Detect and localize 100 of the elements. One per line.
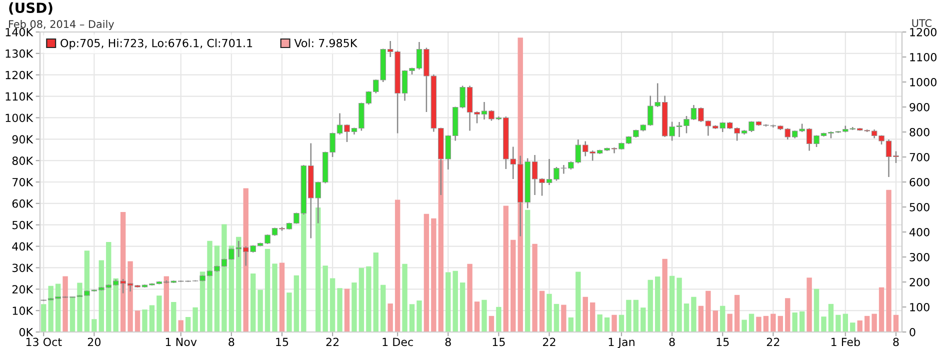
bar xyxy=(84,250,90,332)
bar xyxy=(394,200,400,332)
bar xyxy=(893,314,899,332)
bar xyxy=(243,188,248,332)
bar xyxy=(814,288,820,332)
bar xyxy=(554,304,560,332)
bar xyxy=(720,306,726,332)
bar xyxy=(55,284,61,332)
x-tick-label: 22 xyxy=(543,338,556,346)
x-tick-label: 15 xyxy=(492,338,505,346)
bar xyxy=(120,212,126,332)
bar xyxy=(655,276,660,332)
bar xyxy=(77,282,82,332)
bar xyxy=(604,317,610,332)
bar xyxy=(142,310,148,332)
y-tick-label: 40K xyxy=(12,242,34,251)
bar xyxy=(214,246,220,332)
bar xyxy=(264,248,270,332)
y-tick-label: 60K xyxy=(12,199,34,208)
bar xyxy=(294,275,300,332)
bar xyxy=(337,288,342,332)
bar xyxy=(806,278,812,332)
bar xyxy=(727,314,732,332)
y-tick-label: 130K xyxy=(6,49,34,58)
bar xyxy=(92,319,97,332)
bar xyxy=(156,296,162,332)
y2-tick-label: 300 xyxy=(910,252,930,262)
bar xyxy=(763,316,769,332)
bar xyxy=(582,296,588,332)
bar xyxy=(872,314,877,332)
bar xyxy=(62,276,68,332)
bar xyxy=(785,298,790,332)
y-tick-label: 120K xyxy=(6,70,34,80)
y2-tick-label: 600 xyxy=(910,178,930,186)
bar xyxy=(236,236,242,332)
bar xyxy=(698,306,704,332)
x-tick-label: 1 Feb xyxy=(832,338,860,346)
bar xyxy=(366,266,372,332)
x-tick-label: 15 xyxy=(716,338,729,346)
bar xyxy=(662,258,668,332)
bar xyxy=(836,314,841,332)
x-tick-label: 8 xyxy=(445,338,451,346)
bar xyxy=(496,306,502,332)
y2-tick-label: 700 xyxy=(910,152,930,162)
bar xyxy=(178,320,184,332)
bar xyxy=(171,302,176,332)
x-tick-label: 22 xyxy=(766,338,780,346)
bar xyxy=(676,278,682,332)
x-tick-label: 1 Dec xyxy=(382,338,413,346)
bar xyxy=(850,322,856,332)
bar xyxy=(878,287,884,332)
bar xyxy=(134,310,140,332)
bar xyxy=(488,316,494,332)
y2-tick-label: 500 xyxy=(910,202,930,212)
x-tick-label: 8 xyxy=(669,338,675,346)
bar xyxy=(799,311,805,332)
bar xyxy=(626,300,632,332)
bar xyxy=(648,280,653,332)
y-tick-label: 0K xyxy=(19,328,34,336)
bar xyxy=(597,314,602,332)
y-tick-label: 80K xyxy=(12,156,34,165)
bar xyxy=(748,314,754,332)
bar xyxy=(474,302,480,332)
bar xyxy=(322,266,328,332)
bar xyxy=(539,290,545,332)
y-tick-label: 90K xyxy=(12,135,34,144)
bar xyxy=(380,284,386,332)
x-tick-label: 22 xyxy=(326,338,339,346)
bar xyxy=(416,300,422,332)
bar xyxy=(532,244,538,332)
bar xyxy=(272,264,278,332)
chart-title: (USD) xyxy=(9,2,52,15)
bar xyxy=(467,264,472,332)
y2-tick-label: 100 xyxy=(910,302,930,312)
bar xyxy=(250,274,256,332)
bar xyxy=(886,190,892,332)
bar xyxy=(618,314,624,332)
y2-tick-label: 1100 xyxy=(910,52,936,62)
bar xyxy=(431,218,436,332)
y2-tick-label: 1000 xyxy=(910,78,936,86)
x-tick-label: 15 xyxy=(276,338,288,346)
x-tick-label: 1 Nov xyxy=(166,338,197,346)
y2-tick-label: 200 xyxy=(910,278,930,286)
bar xyxy=(842,314,848,332)
bar xyxy=(200,272,206,332)
bar xyxy=(222,224,227,332)
bar xyxy=(286,292,292,332)
x-tick-label: 8 xyxy=(228,338,234,346)
bar xyxy=(503,206,509,332)
bar xyxy=(864,316,870,332)
bar xyxy=(568,317,574,332)
bar xyxy=(373,252,378,332)
y2-tick-label: 900 xyxy=(910,102,930,112)
bar xyxy=(640,308,646,332)
bar xyxy=(424,214,430,332)
bar xyxy=(279,262,285,332)
bar xyxy=(106,242,112,332)
bar xyxy=(149,305,155,332)
bar xyxy=(446,272,451,332)
bar xyxy=(546,294,552,332)
